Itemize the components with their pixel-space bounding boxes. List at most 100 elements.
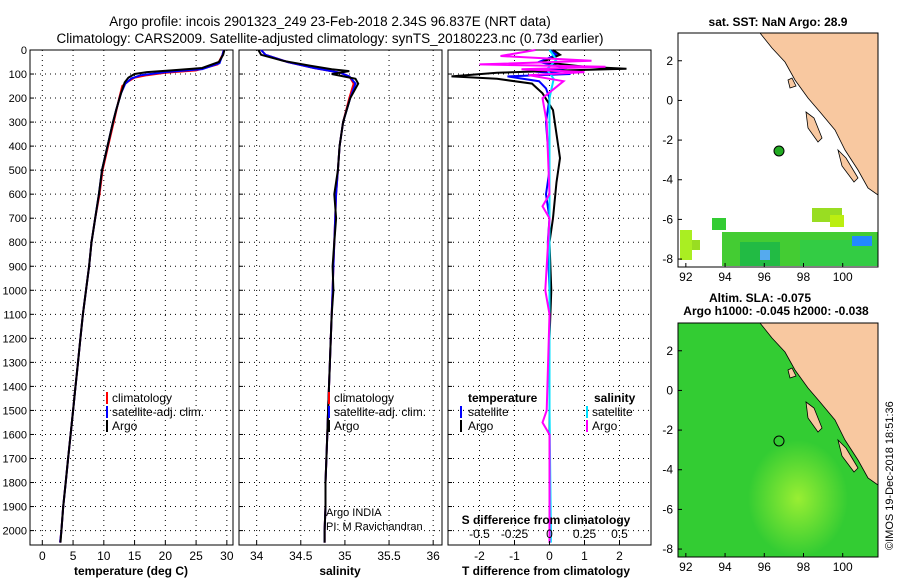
legend-climatology-label: climatology <box>112 391 172 405</box>
y-tick-label: 1700 <box>3 453 27 465</box>
sal-legend-climatology-label: climatology <box>334 391 394 405</box>
map-x-tick-label: 96 <box>758 560 772 574</box>
principal-investigator-label: PI: M Ravichandran <box>326 521 423 533</box>
y-tick-label: 500 <box>9 165 27 177</box>
difference-ticks: -2 -1 0 1 2 <box>448 49 623 563</box>
sal-legend-satellite-label: satellite-adj. clim. <box>334 405 426 419</box>
salinity-legend: climatology satellite-adj. clim. Argo <box>328 391 426 433</box>
sst-island-pagai <box>837 148 859 183</box>
y-tick-label: 300 <box>9 117 27 129</box>
map-x-tick-label: 98 <box>797 560 811 574</box>
y-tick-label: 900 <box>9 261 27 273</box>
y-tick-label: 0 <box>21 45 27 57</box>
sst-map-title: sat. SST: NaN Argo: 28.9 <box>709 15 848 29</box>
argo-program-label: Argo INDIA <box>326 507 382 519</box>
y-tick-label: 1000 <box>3 285 27 297</box>
sst-pixels <box>680 208 878 266</box>
map-y-tick-label: -2 <box>662 133 673 147</box>
temperature-legend: climatology satellite-adj. clim. Argo <box>106 391 204 433</box>
map-x-tick-label: 92 <box>679 270 693 284</box>
legend-satellite-label: satellite-adj. clim. <box>112 405 204 419</box>
x-tick-label: 30 <box>220 549 234 563</box>
y-tick-label: 800 <box>9 237 27 249</box>
sst-argo-marker <box>773 145 785 157</box>
sst-land-sumatra <box>759 33 878 196</box>
map-x-tick-label: 100 <box>833 270 853 284</box>
x-tick-label: 36 <box>426 549 440 563</box>
y-tick-label: 1200 <box>3 333 27 345</box>
sla-island-siberut <box>805 401 823 433</box>
y-tick-label: 700 <box>9 213 27 225</box>
legend-s-argo-label: Argo <box>592 419 618 433</box>
series-line-argo <box>59 49 226 543</box>
sla-map-title: Altim. SLA: -0.075 <box>709 291 811 305</box>
map-y-tick-label: 0 <box>666 93 673 107</box>
s-difference-ticks: -0.5 -0.25 0 0.25 0.5 <box>469 527 628 541</box>
y-tick-label: 1100 <box>3 309 27 321</box>
sla-argo-marker <box>773 435 785 447</box>
map-y-tick-label: -2 <box>662 423 673 437</box>
temperature-plot-frame <box>29 49 234 546</box>
map-y-tick-label: 2 <box>666 344 673 358</box>
x-tick-label: 20 <box>159 549 173 563</box>
legend-salinity-title: salinity <box>594 391 636 405</box>
map-x-tick-label: 98 <box>797 270 811 284</box>
legend-s-satellite-label: satellite <box>592 405 633 419</box>
sla-map-ticks: 92 94 96 98 100 2 0 -2 -4 -6 -8 <box>662 344 853 574</box>
salinity-ticks: 34 34.5 35 35.5 36 <box>239 49 440 563</box>
sla-island-nias <box>787 367 797 379</box>
x-tick-label: 35.5 <box>377 549 401 563</box>
sst-island-nias <box>787 77 797 89</box>
map-y-tick-label: -6 <box>662 502 673 516</box>
sst-map-panel: sat. SST: NaN Argo: 28.9 92 94 96 98 10 <box>662 15 879 284</box>
y-tick-label: 200 <box>9 93 27 105</box>
sla-map-panel: Altim. SLA: -0.075 Argo h1000: -0.045 h2… <box>662 291 879 574</box>
salinity-series <box>257 49 360 543</box>
map-y-tick-label: 0 <box>666 383 673 397</box>
sst-island-siberut <box>805 111 823 143</box>
map-x-tick-label: 96 <box>758 270 772 284</box>
y-tick-label: 100 <box>9 69 27 81</box>
y-tick-label: 1800 <box>3 478 27 490</box>
x-tick-label: 35 <box>338 549 352 563</box>
salinity-plot-frame <box>238 49 443 546</box>
y-tick-label: 1300 <box>3 357 27 369</box>
y-tick-label: 1600 <box>3 429 27 441</box>
y-tick-label: 2000 <box>3 526 27 538</box>
difference-panel: -2 -1 0 1 2 T difference from climatology S … <box>447 49 652 578</box>
difference-legend: temperature satellite Argo salinity sate… <box>460 391 636 433</box>
x-tick-label: 34.5 <box>289 549 313 563</box>
map-y-tick-label: -6 <box>662 212 673 226</box>
difference-series <box>451 49 627 543</box>
difference-xlabel: T difference from climatology <box>462 564 630 578</box>
sla-map-frame <box>677 322 879 558</box>
y-tick-label: 1400 <box>3 381 27 393</box>
legend-argo-label: Argo <box>112 419 138 433</box>
x-tick-label: 0 <box>546 549 553 563</box>
s-tick-label: 0 <box>546 527 553 541</box>
temperature-ticks: 0 5 10 15 20 25 300100200300400500600700800900… <box>3 45 234 563</box>
s-tick-label: -0.5 <box>469 527 490 541</box>
sla-map-canvas <box>678 323 878 557</box>
map-x-tick-label: 94 <box>718 270 732 284</box>
legend-t-satellite-label: satellite <box>468 405 509 419</box>
x-tick-label: -1 <box>509 549 520 563</box>
map-y-tick-label: -4 <box>662 463 673 477</box>
temperature-panel: 0 5 10 15 20 25 300100200300400500600700800900… <box>3 45 234 578</box>
s-tick-label: 0.5 <box>611 527 628 541</box>
map-x-tick-label: 100 <box>833 560 853 574</box>
salinity-panel: 34 34.5 35 35.5 36 salinity climatology sate… <box>238 49 443 578</box>
x-tick-label: 15 <box>128 549 142 563</box>
imos-watermark: ©IMOS 19-Dec-2018 18:51:36 <box>884 401 896 550</box>
x-tick-label: 34 <box>250 549 264 563</box>
map-y-tick-label: -4 <box>662 173 673 187</box>
map-x-tick-label: 92 <box>679 560 693 574</box>
s-tick-label: -0.25 <box>501 527 529 541</box>
series-line-s-argo <box>479 49 606 543</box>
title-line-2: Climatology: CARS2009. Satellite-adjuste… <box>56 31 603 46</box>
legend-t-argo-label: Argo <box>468 419 494 433</box>
map-x-tick-label: 94 <box>718 560 732 574</box>
x-tick-label: 5 <box>70 549 77 563</box>
salinity-xlabel: salinity <box>319 564 361 578</box>
y-tick-label: 400 <box>9 141 27 153</box>
